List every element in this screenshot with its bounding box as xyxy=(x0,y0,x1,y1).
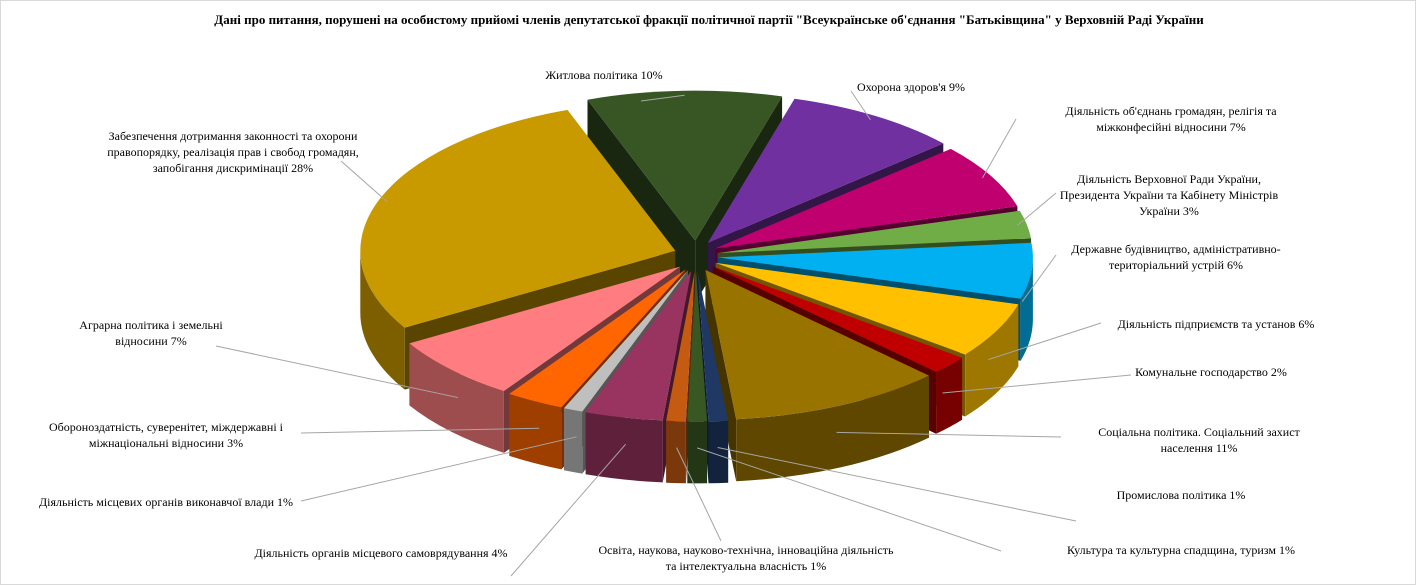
slice-side xyxy=(965,304,1019,417)
data-label: Соціальна політика. Соціальний захист на… xyxy=(1089,424,1309,456)
category-label: Охорона здоров'я xyxy=(857,80,946,94)
value-label: 1% xyxy=(810,559,827,573)
value-label: 11% xyxy=(1215,441,1238,455)
slice-side xyxy=(509,393,562,470)
value-label: 9% xyxy=(948,80,965,94)
slice xyxy=(509,269,686,408)
value-label: 6% xyxy=(1298,317,1315,331)
leader-line xyxy=(850,90,871,121)
category-label: Комунальне господарство xyxy=(1135,365,1268,379)
data-label: Обороноздатність, суверенітет, міждержав… xyxy=(21,419,311,451)
data-label: Житлова політика 10% xyxy=(504,67,704,83)
leader-line xyxy=(340,160,388,203)
slice xyxy=(360,109,676,328)
leader-line xyxy=(510,443,627,577)
slice-side xyxy=(936,357,963,434)
leader-lines xyxy=(215,90,1132,577)
slice-side xyxy=(708,420,729,484)
leader-line xyxy=(215,345,459,399)
data-label: Діяльність місцевих органів виконавчої в… xyxy=(21,494,311,510)
leader-line xyxy=(942,374,1132,394)
data-label: Освіта, наукова, науково-технічна, іннов… xyxy=(596,542,896,574)
slice-side xyxy=(585,412,663,483)
slice-side xyxy=(705,269,737,482)
leader-line xyxy=(640,94,685,102)
slice-side xyxy=(563,408,583,474)
slice xyxy=(697,271,729,422)
data-label: Діяльність об'єднань громадян, релігія т… xyxy=(1046,103,1296,135)
leader-line xyxy=(696,447,1002,552)
category-label: Діяльність Верховної Ради України, Прези… xyxy=(1059,172,1279,218)
slice-side xyxy=(736,375,929,482)
category-label: Аграрна політика і земельні відносини xyxy=(79,318,223,348)
data-label: Діяльність підприємств та установ 6% xyxy=(1096,316,1336,332)
category-label: Освіта, наукова, науково-технічна, іннов… xyxy=(598,543,894,573)
slice-side xyxy=(666,420,686,484)
data-label: Забезпечення дотримання законності та ох… xyxy=(103,128,363,176)
category-label: Діяльність підприємств та установ xyxy=(1117,317,1296,331)
data-label: Культура та культурна спадщина, туризм 1… xyxy=(1031,542,1331,558)
value-label: 10% xyxy=(640,68,663,82)
category-label: Житлова політика xyxy=(545,68,638,82)
slice xyxy=(705,269,929,420)
slice xyxy=(666,271,695,422)
slice-side xyxy=(409,343,504,453)
leader-line xyxy=(988,322,1102,361)
slice-group xyxy=(705,269,929,482)
data-label: Діяльність органів місцевого самоврядува… xyxy=(221,545,541,561)
value-label: 3% xyxy=(227,436,244,450)
category-label: Державне будівництво, адміністративно-те… xyxy=(1071,242,1281,272)
data-label: Аграрна політика і земельні відносини 7% xyxy=(61,317,241,349)
value-label: 7% xyxy=(1229,120,1246,134)
slice xyxy=(712,266,963,372)
slice-side xyxy=(1020,257,1033,361)
leader-line xyxy=(1017,192,1057,226)
data-label: Охорона здоров'я 9% xyxy=(841,79,981,95)
leader-line xyxy=(300,436,577,502)
data-label: Промислова політика 1% xyxy=(1081,487,1281,503)
category-label: Соціальна політика. Соціальний захист на… xyxy=(1098,425,1300,455)
slice xyxy=(717,242,1033,299)
slice xyxy=(409,266,680,391)
data-label: Діяльність Верховної Ради України, Прези… xyxy=(1049,171,1289,219)
leader-line xyxy=(1021,254,1057,302)
value-label: 7% xyxy=(170,334,187,348)
category-label: Діяльність органів місцевого самоврядува… xyxy=(254,546,489,560)
value-label: 6% xyxy=(1227,258,1244,272)
slice xyxy=(715,148,1018,249)
value-label: 1% xyxy=(1278,543,1295,557)
category-label: Діяльність місцевих органів виконавчої в… xyxy=(38,495,275,509)
slice-side xyxy=(360,250,405,390)
leader-line xyxy=(676,447,722,542)
chart-title: Дані про питання, порушені на особистому… xyxy=(214,12,1204,27)
slice xyxy=(687,271,708,422)
slice xyxy=(715,262,1019,355)
leader-line xyxy=(300,427,540,434)
value-label: 1% xyxy=(1229,488,1246,502)
value-label: 2% xyxy=(1270,365,1287,379)
leader-line xyxy=(717,447,1077,522)
slice xyxy=(717,210,1032,254)
value-label: 28% xyxy=(291,161,314,175)
slice xyxy=(587,90,783,241)
value-label: 1% xyxy=(277,495,294,509)
value-label: 4% xyxy=(491,546,508,560)
leader-line xyxy=(982,118,1017,179)
slice-side xyxy=(687,421,708,484)
leader-line xyxy=(836,431,1062,438)
data-label: Державне будівництво, адміністративно-те… xyxy=(1056,241,1296,273)
category-label: Обороноздатність, суверенітет, міждержав… xyxy=(49,420,283,450)
data-label: Комунальне господарство 2% xyxy=(1111,364,1311,380)
category-label: Культура та культурна спадщина, туризм xyxy=(1067,543,1276,557)
slice xyxy=(707,98,944,243)
category-label: Діяльність об'єднань громадян, релігія т… xyxy=(1065,104,1277,134)
category-label: Промислова політика xyxy=(1116,488,1227,502)
category-label: Забезпечення дотримання законності та ох… xyxy=(107,129,359,175)
slice xyxy=(585,271,692,421)
slice-group xyxy=(687,271,708,484)
value-label: 3% xyxy=(1182,204,1199,218)
slice xyxy=(563,270,688,412)
